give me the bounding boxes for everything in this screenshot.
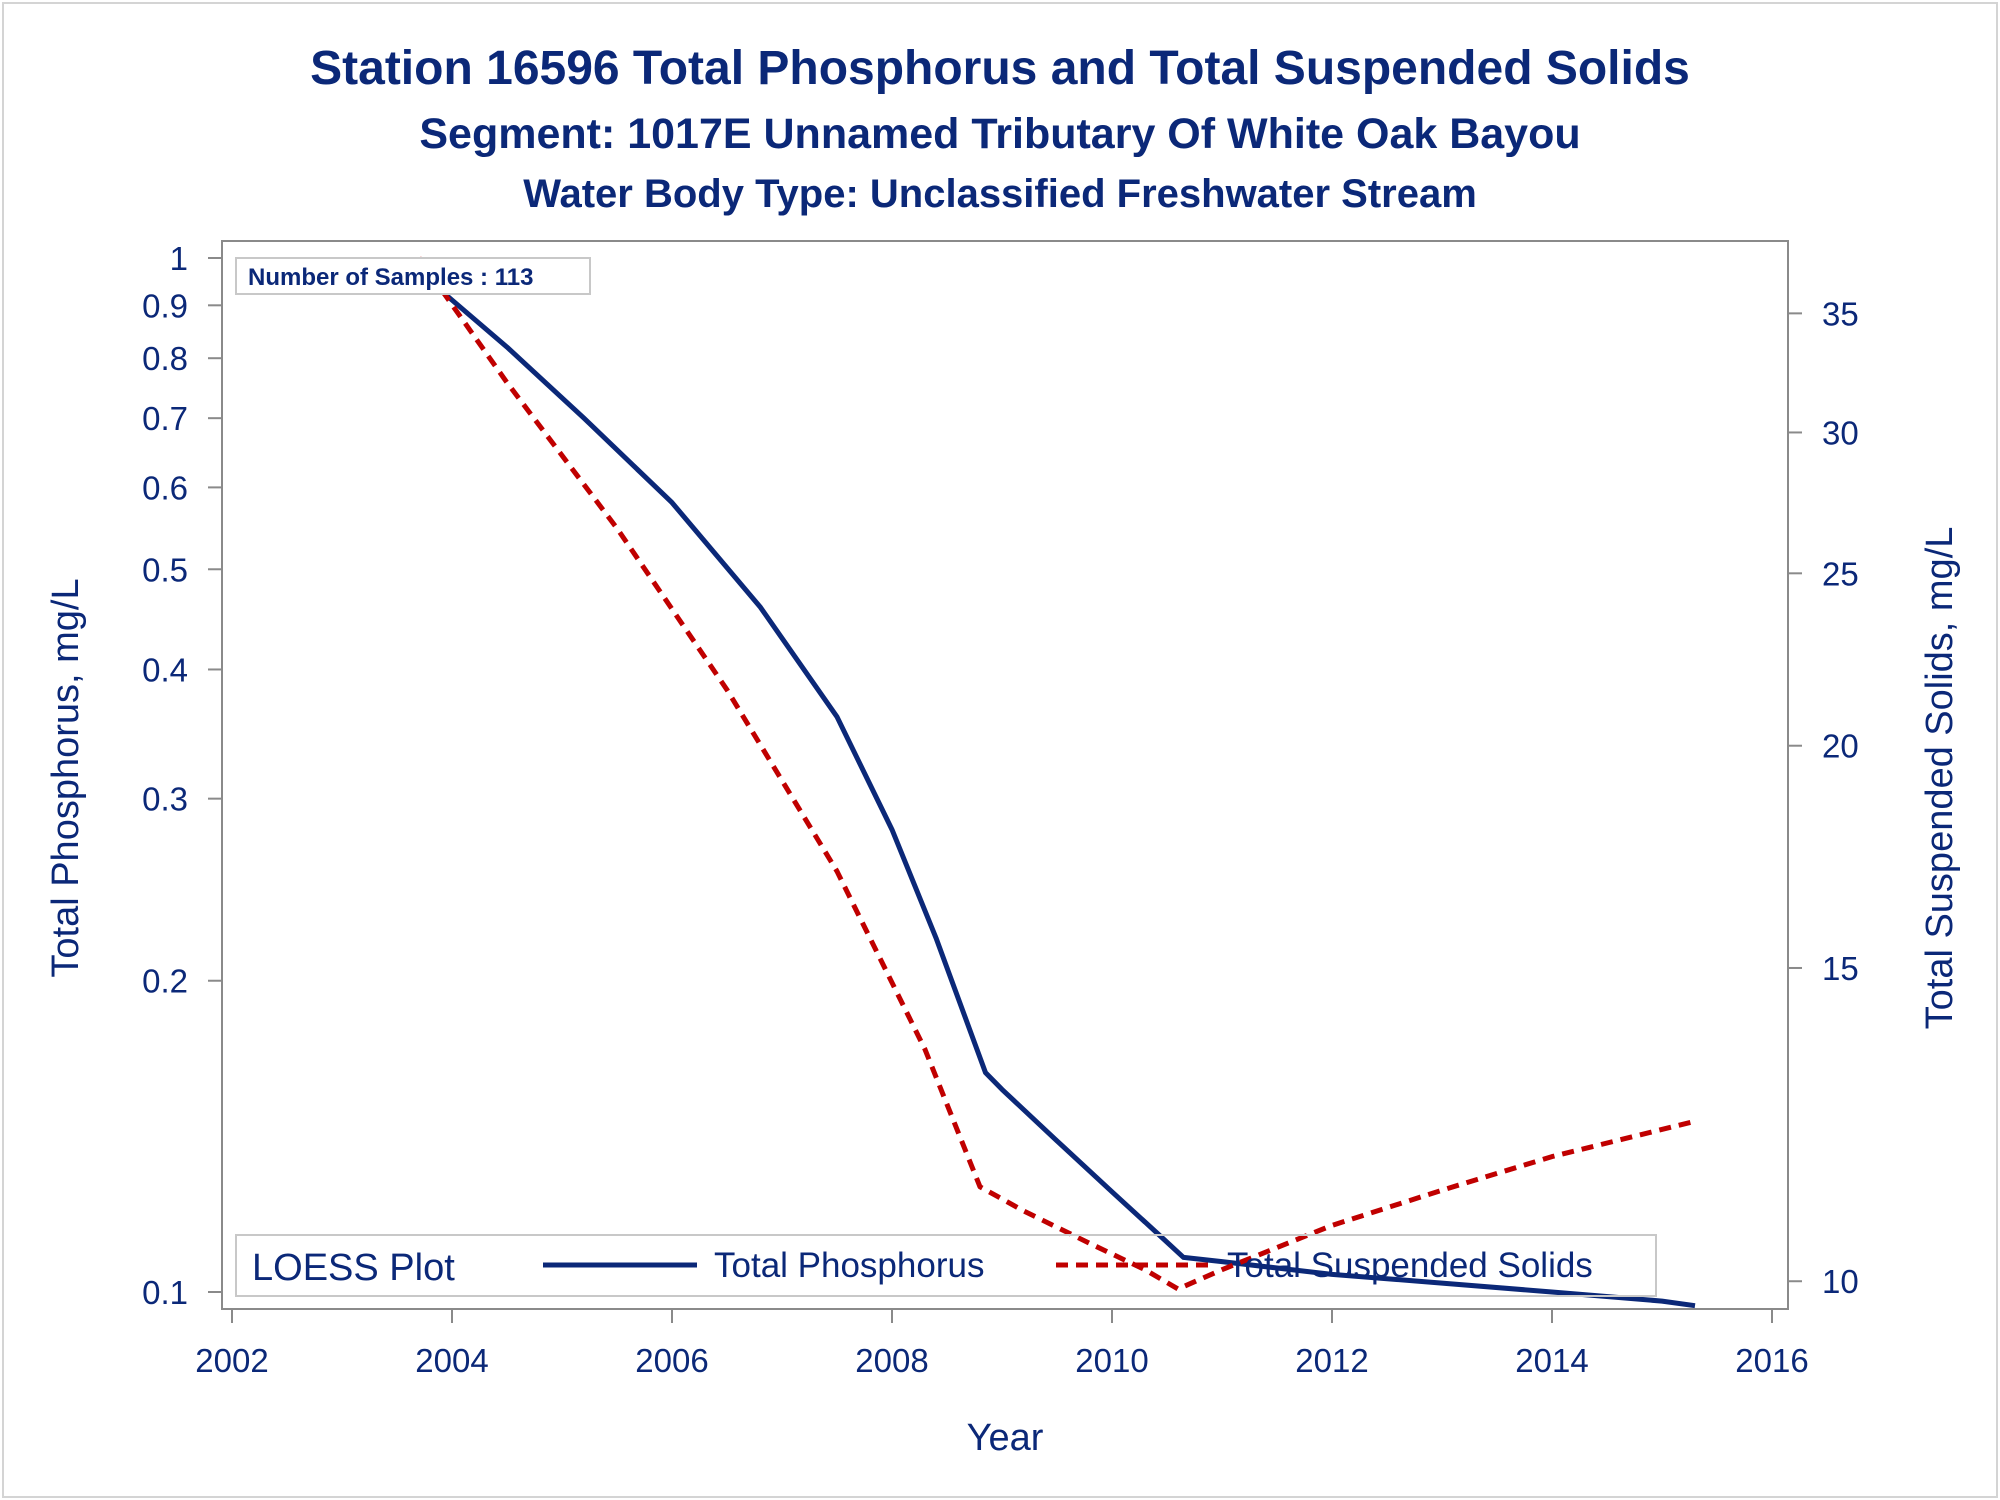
y-tick-label: 0.3 xyxy=(142,781,188,818)
legend-box xyxy=(235,1234,1657,1297)
x-tick-label: 2012 xyxy=(1295,1342,1368,1379)
y-tick-label: 0.8 xyxy=(142,340,188,377)
series-line-total-suspended-solids xyxy=(416,256,1696,1292)
y-tick-label: 1 xyxy=(170,240,188,277)
x-axis-label: Year xyxy=(967,1417,1044,1459)
y2-tick-label: 20 xyxy=(1822,728,1859,765)
chart-subtitle: Segment: 1017E Unnamed Tributary Of Whit… xyxy=(419,110,1580,158)
x-tick-label: 2004 xyxy=(415,1342,488,1379)
y-tick-label: 0.7 xyxy=(142,400,188,437)
plot-area xyxy=(221,240,1789,1310)
y-tick-label: 0.2 xyxy=(142,963,188,1000)
y2-tick-label: 10 xyxy=(1822,1263,1859,1300)
legend-label-phosphorus: Total Phosphorus xyxy=(714,1246,984,1285)
y-axis-left: 1 0.9 0.8 0.7 0.6 0.5 0.4 0.3 0.2 0.1 xyxy=(142,240,222,1311)
x-axis: 2002 2004 2006 2008 2010 2012 2014 2016 xyxy=(195,1309,1809,1379)
y-tick-label: 0.9 xyxy=(142,287,188,324)
chart-subtitle-2: Water Body Type: Unclassified Freshwater… xyxy=(523,172,1477,216)
sample-count-box: Number of Samples : 113 xyxy=(235,257,591,295)
series-line-total-phosphorus xyxy=(439,288,1696,1309)
x-tick-label: 2002 xyxy=(195,1342,268,1379)
x-tick-label: 2010 xyxy=(1075,1342,1148,1379)
legend: LOESS Plot Total Phosphorus Total Suspen… xyxy=(235,1234,1657,1297)
sample-count-text: Number of Samples : 113 xyxy=(248,264,533,291)
y-tick-label: 0.6 xyxy=(142,469,188,506)
y2-tick-label: 30 xyxy=(1822,414,1859,451)
series-layer xyxy=(416,256,1696,1309)
y-axis-right: 35 30 25 20 15 10 xyxy=(1788,295,1859,1300)
y-axis-right-label: Total Suspended Solids, mg/L xyxy=(1919,527,1961,1030)
y2-tick-label: 25 xyxy=(1822,555,1859,592)
y2-tick-label: 15 xyxy=(1822,950,1859,987)
x-tick-label: 2006 xyxy=(635,1342,708,1379)
chart-title: Station 16596 Total Phosphorus and Total… xyxy=(310,42,1690,95)
x-tick-label: 2014 xyxy=(1515,1342,1588,1379)
y-tick-label: 0.4 xyxy=(142,651,188,688)
legend-title: LOESS Plot xyxy=(252,1247,455,1289)
x-tick-label: 2016 xyxy=(1735,1342,1808,1379)
y-tick-label: 0.1 xyxy=(142,1274,188,1311)
x-tick-label: 2008 xyxy=(855,1342,928,1379)
y-axis-left-label: Total Phosphorus, mg/L xyxy=(45,578,87,977)
y2-tick-label: 35 xyxy=(1822,295,1859,332)
legend-label-tss: Total Suspended Solids xyxy=(1227,1246,1593,1285)
y-tick-label: 0.5 xyxy=(142,551,188,588)
